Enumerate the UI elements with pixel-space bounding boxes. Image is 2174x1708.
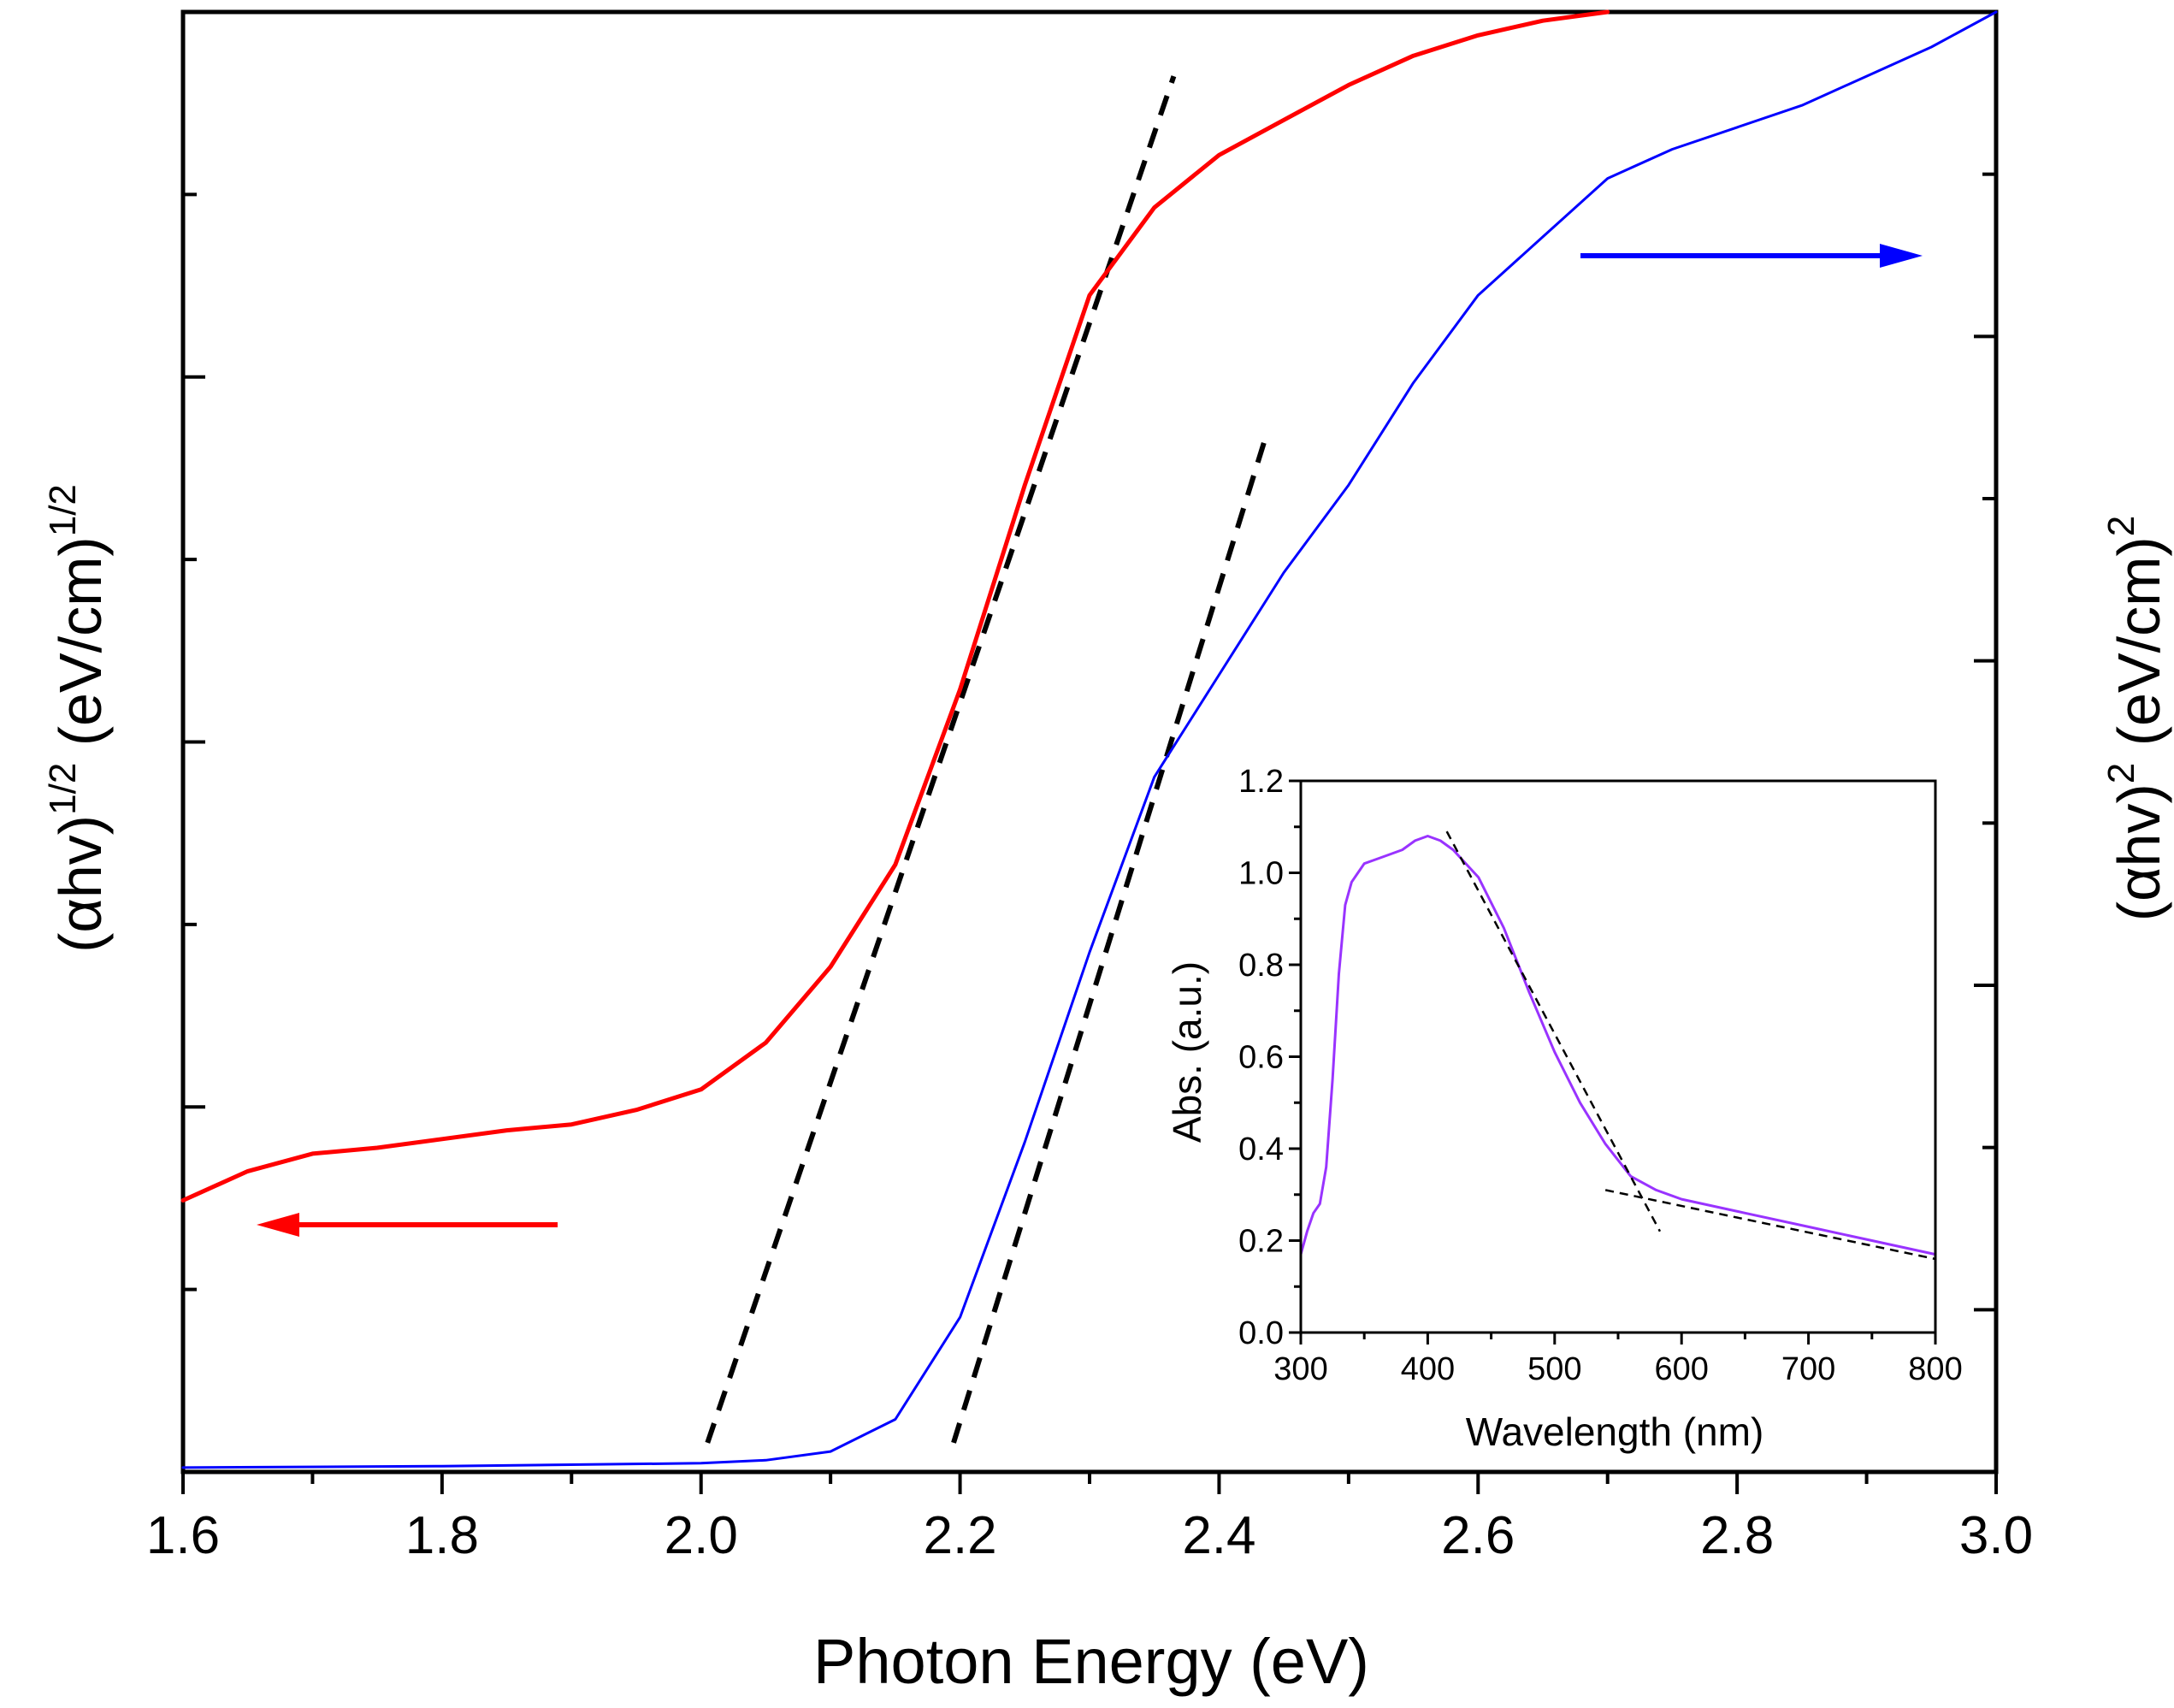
inset-x-tick-label: 700 [1781,1351,1835,1387]
blue-arrow-head [1880,244,1923,268]
inset-x-tick-labels: 300 400 500 600 700 800 [1273,1351,1962,1387]
left-y-title-sup2: 1/2 [42,484,84,536]
main-left-y-axis-title: (αhv)1/2 (eV/cm)1/2 [42,484,114,953]
inset-y-tick-label: 0.2 [1238,1224,1284,1260]
inset-x-tick-label: 600 [1654,1351,1708,1387]
inset-plot: 300 400 500 600 700 800 0.0 0.2 0.4 0.6 0.8 1.0 1.2… [1165,764,1963,1454]
inset-fit-line-2 [1604,1189,1936,1261]
inset-x-tick-label: 400 [1401,1351,1455,1387]
inset-absorbance-line [1299,835,1937,1256]
main-x-tick-label: 2.4 [1182,1506,1255,1565]
main-plot: 1.6 1.8 2.0 2.2 2.4 2.6 2.8 3.0 Photon Energy (… [42,9,2172,1697]
left-y-title-base: (αhv) [47,815,114,953]
main-series-left-axis-line [180,9,1610,1203]
inset-x-tick-label: 800 [1908,1351,1962,1387]
inset-fit-lines [1445,830,1936,1261]
main-right-y-axis-title: (αhv)2 (eV/cm)2 [2100,516,2172,921]
inset-y-tick-labels: 0.0 0.2 0.4 0.6 0.8 1.0 1.2 [1238,764,1284,1351]
main-x-axis-title: Photon Energy (eV) [813,1626,1369,1697]
inset-x-axis-ticks [1299,1333,1937,1345]
main-series-right-axis-line [181,10,1998,1469]
right-y-title-base: (αhv) [2106,783,2172,921]
main-x-tick-label: 3.0 [1959,1506,2033,1565]
main-x-tick-labels: 1.6 1.8 2.0 2.2 2.4 2.6 2.8 3.0 [146,1506,2033,1565]
inset-y-axis-title: Abs. (a.u.) [1165,961,1209,1143]
main-axis-arrows [257,244,1923,1237]
inset-series [1299,835,1937,1256]
inset-background [1301,781,1935,1333]
main-x-tick-label: 1.6 [146,1506,220,1565]
main-x-tick-label: 2.0 [665,1506,738,1565]
main-x-tick-label: 1.8 [405,1506,479,1565]
main-left-y-axis-ticks [183,10,205,1291]
main-series [180,9,1998,1469]
left-y-title-sup1: 1/2 [42,763,84,815]
red-arrow-head [257,1213,299,1237]
main-fit-lines [705,75,1267,1444]
right-y-title-sup2: 2 [2100,516,2142,536]
inset-y-axis-ticks [1289,779,1301,1334]
main-x-tick-label: 2.2 [923,1506,996,1565]
inset-x-tick-label: 300 [1273,1351,1327,1387]
inset-y-tick-label: 0.6 [1238,1040,1284,1076]
inset-x-tick-label: 500 [1527,1351,1581,1387]
right-y-title-sup1: 2 [2100,763,2142,783]
main-x-tick-label: 2.6 [1441,1506,1515,1565]
main-fit-line-1 [705,75,1177,1444]
right-y-title-rest: (eV/cm) [2106,536,2172,762]
inset-y-tick-label: 0.4 [1238,1132,1284,1167]
main-x-axis-ticks [181,1472,1998,1494]
main-x-tick-label: 2.8 [1700,1506,1774,1565]
left-y-title-rest: (eV/cm) [47,536,114,762]
main-fit-line-2 [951,440,1267,1444]
inset-x-axis-title: Wavelength (nm) [1466,1410,1764,1454]
inset-y-tick-label: 1.2 [1238,764,1284,800]
inset-y-tick-label: 0.0 [1238,1315,1284,1351]
inset-fit-line-1 [1445,830,1662,1232]
inset-y-tick-label: 1.0 [1238,856,1284,892]
inset-y-tick-label: 0.8 [1238,948,1284,984]
main-right-y-axis-ticks [1974,10,1996,1312]
